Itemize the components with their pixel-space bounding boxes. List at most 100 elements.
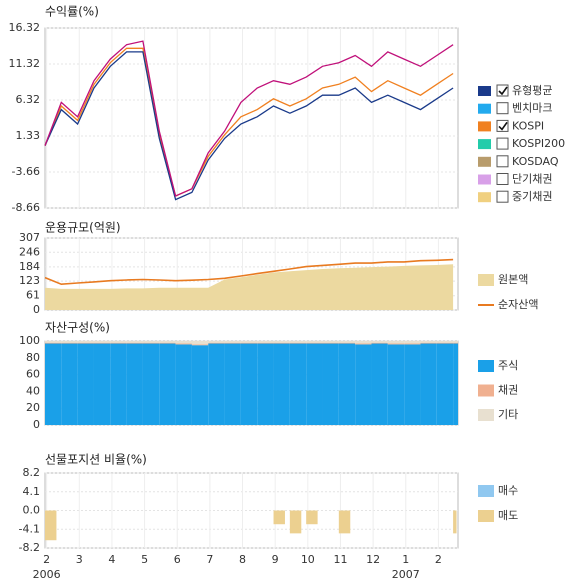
stack-segment [306, 343, 323, 425]
x-tick-label: 4 [108, 553, 115, 566]
legend-checkbox[interactable] [496, 102, 509, 115]
x-tick-label: 6 [174, 553, 181, 566]
legend-swatch [478, 192, 491, 203]
stack-segment [175, 341, 192, 344]
stack-segment [110, 342, 127, 344]
bar [45, 510, 57, 541]
stack-segment [110, 341, 127, 343]
x-tick-label: 11 [333, 553, 347, 566]
stack-segment [338, 342, 356, 344]
stack-segment [61, 342, 78, 344]
stack-segment [175, 344, 192, 425]
legend-swatch [478, 360, 494, 372]
stack-segment [191, 345, 209, 425]
x-tick-label: 10 [301, 553, 315, 566]
stack-segment [93, 342, 111, 344]
stack-segment [45, 342, 62, 344]
x-tick-label: 2 [435, 553, 442, 566]
legend-checkbox[interactable] [496, 137, 509, 150]
legend-label: 매수 [498, 484, 518, 497]
legend-swatch [478, 156, 491, 167]
stack-segment [404, 341, 421, 344]
legend-checkbox[interactable] [496, 173, 509, 185]
stack-segment [338, 341, 356, 343]
return-line [44, 47, 454, 197]
y-tick-label: -8.2 [19, 541, 40, 554]
stack-segment [338, 343, 356, 425]
stack-segment [306, 342, 323, 344]
legend-label: 벤치마크 [512, 102, 552, 115]
legend-swatch [478, 174, 491, 185]
stack-segment [159, 343, 176, 425]
stack-segment [159, 341, 176, 343]
x-tick-label: 8 [239, 553, 246, 566]
legend-label: 유형평균 [512, 84, 552, 97]
stack-segment [257, 341, 274, 343]
y-tick-label: 4.1 [23, 485, 41, 498]
stack-segment [436, 341, 454, 343]
stack-segment [355, 341, 372, 344]
y-tick-label: 1.33 [16, 129, 41, 142]
y-tick-label: 6.32 [16, 93, 41, 106]
legend-checkbox[interactable] [496, 84, 509, 97]
legend-swatch [478, 485, 494, 497]
stack-segment [159, 342, 176, 344]
y-tick-label: 246 [19, 245, 40, 258]
stack-segment [306, 341, 323, 343]
stack-segment [257, 343, 274, 425]
stack-segment [404, 343, 421, 345]
legend-swatch [478, 409, 494, 421]
legend-checkbox[interactable] [496, 119, 509, 132]
stack-segment [93, 343, 111, 425]
stack-segment [387, 344, 405, 425]
stack-segment [371, 341, 388, 343]
stack-segment [224, 341, 241, 343]
stack-segment [208, 341, 225, 343]
bar [338, 510, 351, 534]
stack-segment [289, 342, 307, 344]
legend-checkbox[interactable] [496, 190, 509, 203]
legend-label: KOSDAQ [512, 155, 559, 168]
bar [453, 510, 457, 534]
stack-segment [45, 341, 62, 343]
stack-segment [322, 342, 339, 344]
stack-segment [420, 343, 437, 425]
stack-segment [240, 342, 258, 344]
stack-segment [240, 343, 258, 425]
stack-segment [77, 342, 94, 344]
panel-title: 자산구성(%) [45, 321, 110, 335]
stack-segment [191, 344, 209, 346]
stack-segment [142, 343, 160, 425]
stack-segment [45, 343, 62, 425]
y-tick-label: 11.32 [9, 57, 41, 70]
y-tick-label: 8.2 [23, 466, 41, 479]
legend-label: 중기채권 [512, 190, 552, 203]
bar [306, 510, 318, 525]
stack-segment [404, 344, 421, 425]
x-tick-label: 12 [366, 553, 380, 566]
panel-title: 운용규모(억원) [45, 221, 121, 235]
plot-frame [44, 27, 459, 209]
y-tick-label: 40 [26, 384, 40, 397]
y-tick-label: 100 [19, 334, 40, 347]
x-tick-label: 5 [141, 553, 148, 566]
legend-label: 순자산액 [498, 298, 538, 311]
line [44, 258, 454, 286]
y-tick-label: 60 [26, 368, 40, 381]
panel-title: 수익률(%) [45, 5, 99, 19]
x-tick-label: 9 [272, 553, 279, 566]
y-tick-label: -4.1 [19, 522, 40, 535]
stack-segment [208, 343, 225, 425]
legend-checkbox[interactable] [496, 155, 509, 168]
legend-swatch [478, 103, 491, 114]
y-tick-label: 307 [19, 231, 40, 244]
legend-swatch [478, 139, 491, 150]
stack-segment [289, 341, 307, 343]
legend-label: 채권 [498, 384, 518, 397]
x-tick-label: 2 [43, 553, 50, 566]
stack-segment [453, 343, 458, 425]
stack-segment [371, 343, 388, 425]
stack-segment [126, 342, 143, 344]
legend-label: 매도 [498, 509, 518, 522]
stack-segment [355, 343, 372, 345]
